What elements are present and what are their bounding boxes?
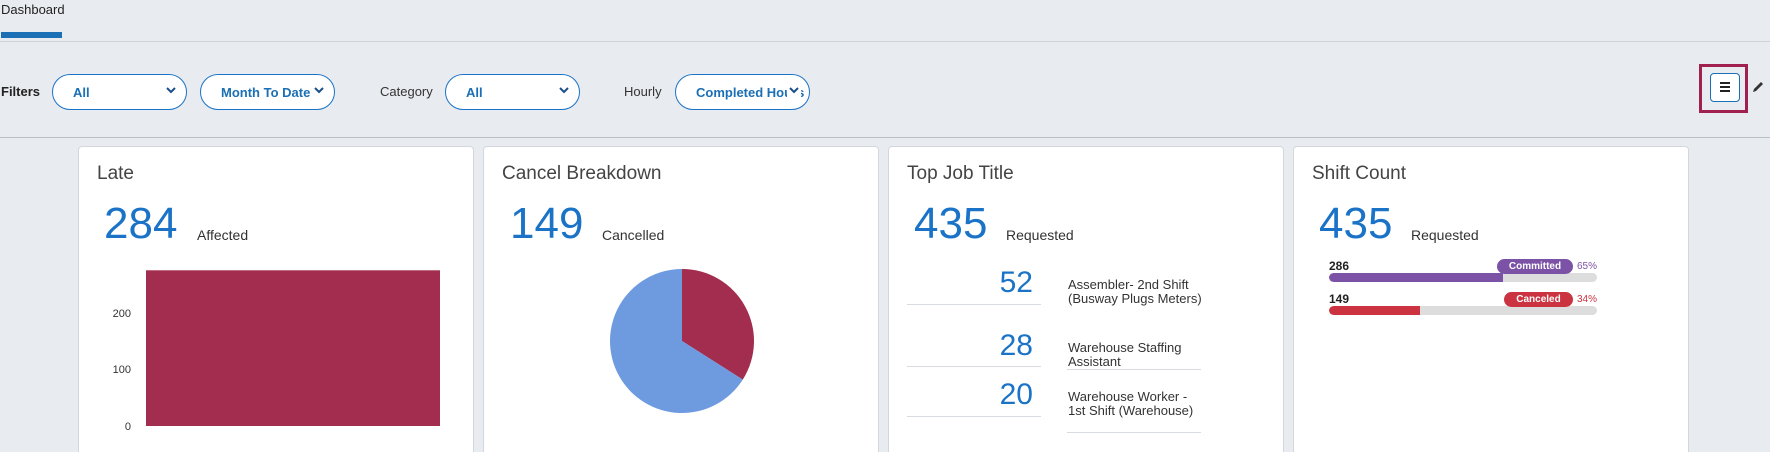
category-select-value: All xyxy=(466,85,483,100)
card-title: Late xyxy=(97,163,134,184)
card-title: Top Job Title xyxy=(907,163,1014,184)
active-tab-indicator xyxy=(1,32,62,38)
committed-count: 286 xyxy=(1329,259,1350,273)
late-card: Late 284 Affected 200 100 0 xyxy=(78,146,474,452)
canceled-badge: Canceled xyxy=(1504,292,1573,307)
hourly-select[interactable]: Completed Hours xyxy=(675,74,810,110)
cancel-value: 149 xyxy=(510,199,584,248)
shifts-value: 435 xyxy=(1319,199,1393,248)
tab-dashboard-label: Dashboard xyxy=(1,2,65,17)
job-title: Warehouse Staffing Assistant xyxy=(1068,340,1182,369)
jobs-value: 435 xyxy=(914,199,988,248)
layout-menu-highlight xyxy=(1699,64,1748,113)
canceled-bar-fill xyxy=(1329,306,1421,315)
scope-select[interactable]: All xyxy=(52,74,187,110)
committed-bar xyxy=(1329,273,1597,282)
shifts-card: Shift Count 435 Requested 286 Committed … xyxy=(1293,146,1689,452)
committed-badge: Committed xyxy=(1497,259,1573,274)
tab-bar: Dashboard xyxy=(0,0,1770,42)
job-count: 28 xyxy=(999,329,1033,362)
menu-button[interactable] xyxy=(1710,73,1740,102)
period-select[interactable]: Month To Date xyxy=(200,74,335,110)
jobs-sub: Requested xyxy=(1006,227,1074,243)
hourly-label: Hourly xyxy=(624,84,662,99)
chevron-down-icon xyxy=(166,87,176,94)
y-tick-label: 0 xyxy=(125,421,131,433)
late-chart: 200 100 0 xyxy=(113,270,440,433)
job-count: 20 xyxy=(999,378,1033,411)
category-select[interactable]: All xyxy=(445,74,580,110)
category-label: Category xyxy=(380,84,433,99)
cancel-sub: Cancelled xyxy=(602,227,665,243)
filter-bar: Filters All Month To Date Category All H… xyxy=(0,42,1770,138)
late-value: 284 xyxy=(104,199,178,248)
pie-slice-cancelled xyxy=(682,269,754,380)
tab-dashboard[interactable]: Dashboard xyxy=(0,0,65,42)
y-tick-label: 100 xyxy=(113,364,131,376)
shifts-sub: Requested xyxy=(1411,227,1479,243)
scope-select-value: All xyxy=(73,85,90,100)
late-bar xyxy=(146,270,440,426)
chevron-down-icon xyxy=(314,87,324,94)
pencil-icon[interactable] xyxy=(1751,80,1765,94)
card-title: Cancel Breakdown xyxy=(502,163,662,184)
chevron-down-icon xyxy=(559,87,569,94)
job-title: Warehouse Worker - 1st Shift (Warehouse) xyxy=(1068,389,1194,418)
chevron-down-icon xyxy=(787,83,801,97)
committed-bar-fill xyxy=(1329,273,1504,282)
hamburger-icon xyxy=(1720,82,1730,84)
job-title: Assembler- 2nd Shift (Busway Plugs Meter… xyxy=(1068,277,1202,306)
job-count: 52 xyxy=(999,266,1033,299)
cancel-card: Cancel Breakdown 149 Cancelled xyxy=(483,146,879,452)
canceled-count: 149 xyxy=(1329,292,1350,306)
period-select-value: Month To Date xyxy=(221,85,311,100)
card-title: Shift Count xyxy=(1312,163,1406,184)
canceled-percent: 34% xyxy=(1577,294,1598,305)
y-tick-label: 200 xyxy=(113,308,131,320)
cancel-pie-chart xyxy=(610,269,754,413)
filters-label: Filters xyxy=(1,84,41,99)
committed-percent: 65% xyxy=(1577,261,1598,272)
jobs-card: Top Job Title 435 Requested 52 Assembler… xyxy=(888,146,1284,452)
pie-slice-other xyxy=(610,269,743,413)
hourly-select-value: Completed Hours xyxy=(696,85,805,100)
late-sub: Affected xyxy=(197,227,249,243)
canceled-bar xyxy=(1329,306,1597,315)
